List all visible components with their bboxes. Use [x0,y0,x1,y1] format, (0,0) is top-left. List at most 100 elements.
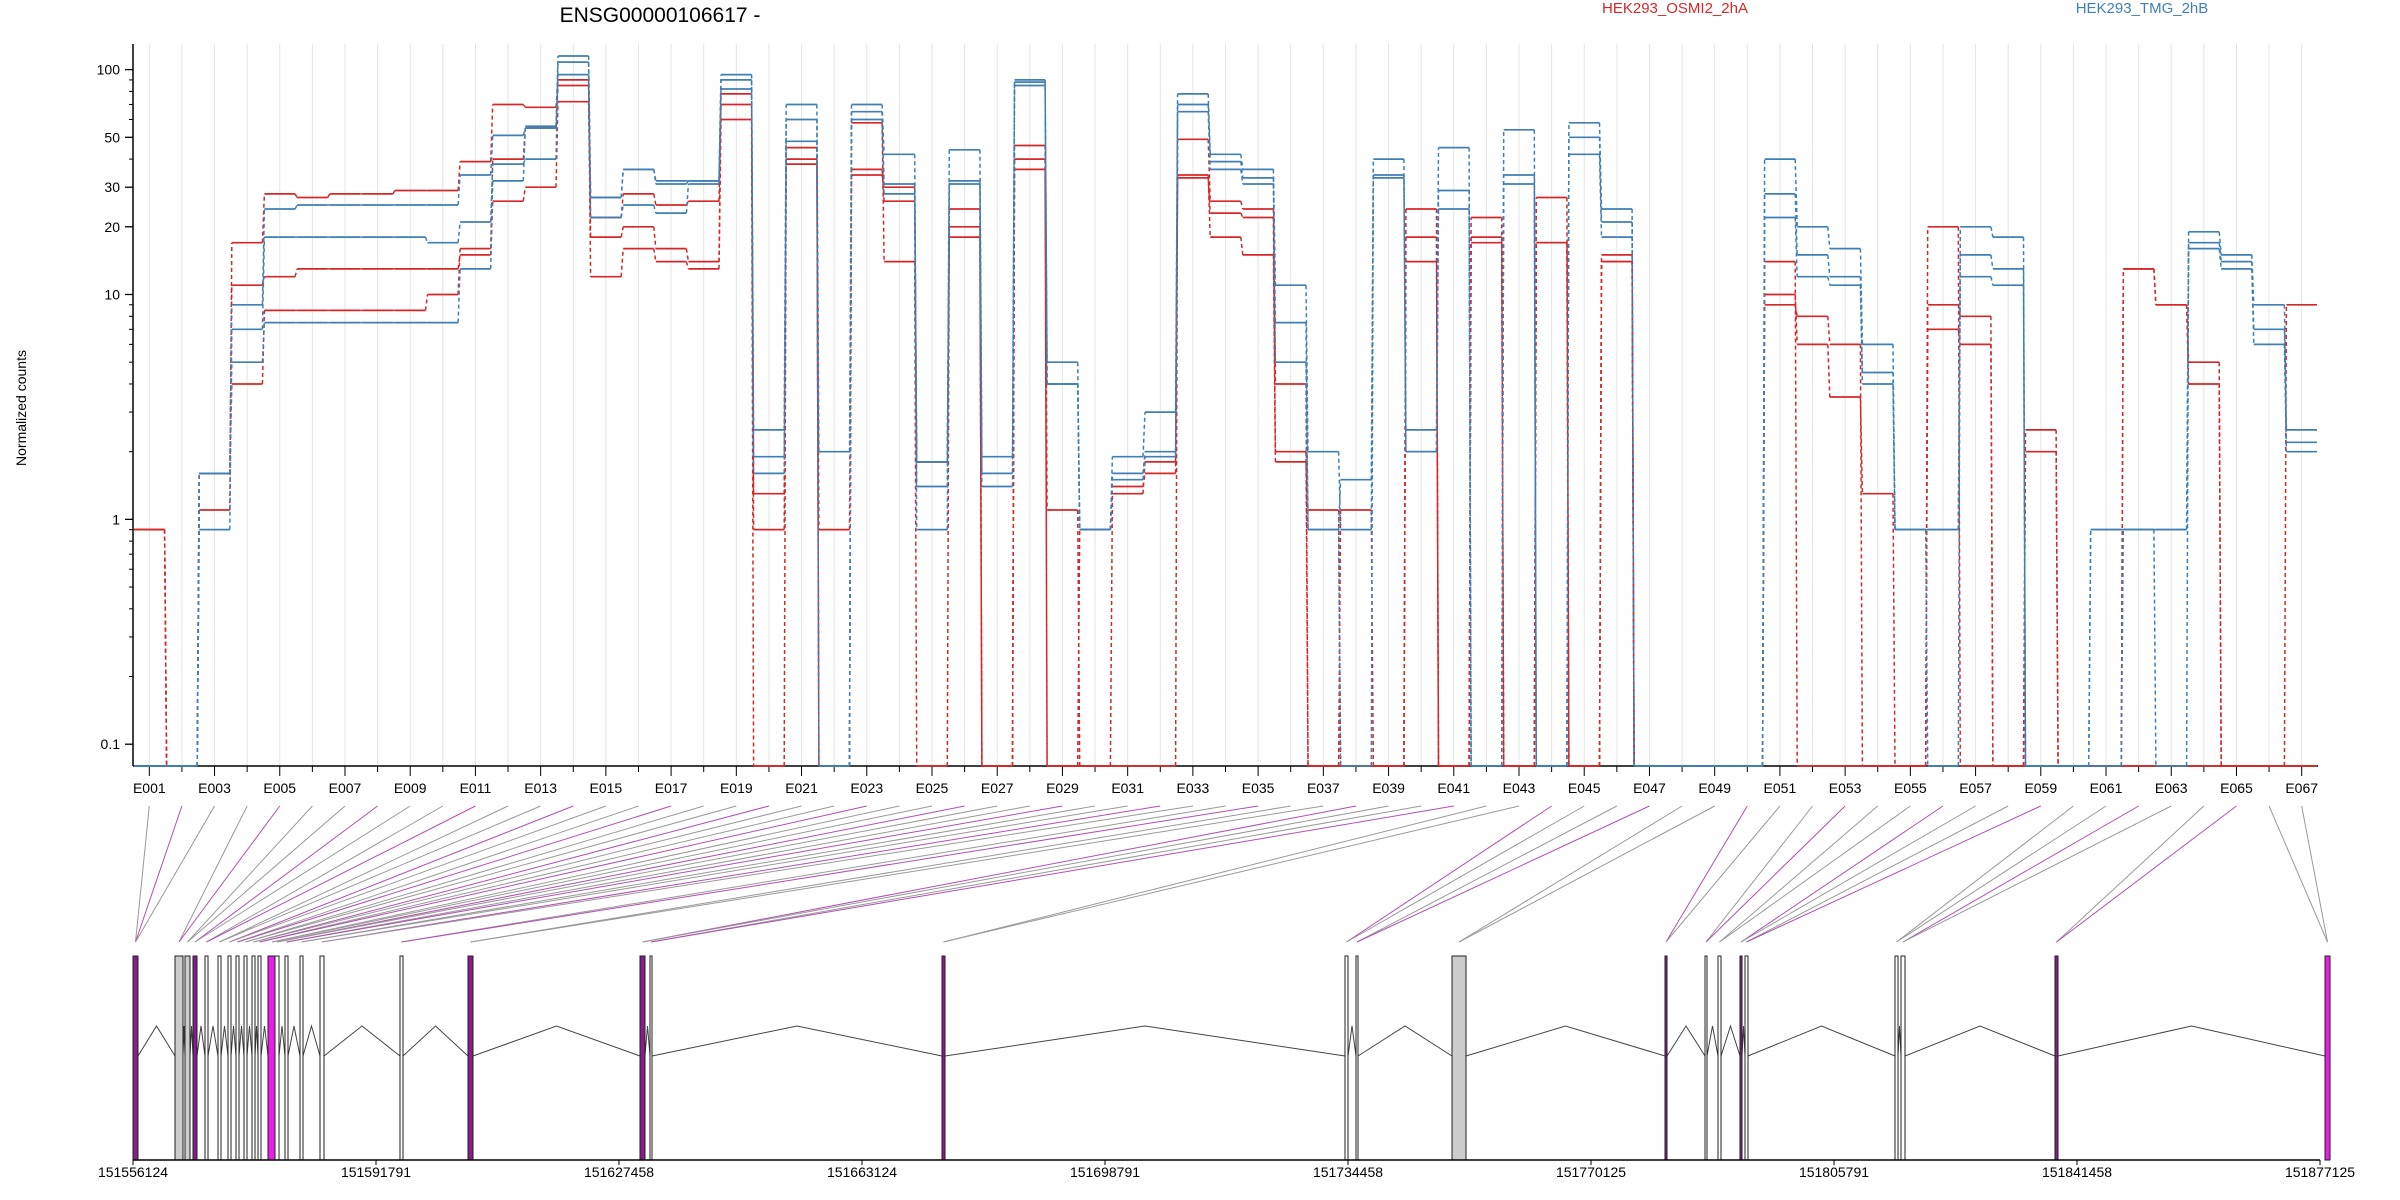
exon-block [649,955,653,1161]
exon-connector [401,805,1226,943]
exon-connector [470,805,1324,943]
genome-tick-label: 151627458 [584,1164,654,1180]
intron [246,1025,253,1057]
intron [944,1025,1346,1057]
genome-tick-label: 151734458 [1313,1164,1383,1180]
intron [651,1025,943,1057]
exon-block [941,955,946,1161]
intron [1465,1025,1666,1057]
exon-connector [178,805,281,943]
genome-tick-label: 151841458 [2042,1164,2112,1180]
exon-tick-label: E023 [850,780,883,796]
intron [220,1025,229,1057]
exon-connector [1902,805,2172,943]
exon-tick-label: E067 [2285,780,2318,796]
exon-connector [1356,805,1618,943]
intron [287,1025,301,1057]
genome-tick-label: 151698791 [1070,1164,1140,1180]
intron [1347,1025,1357,1057]
exon-tick-label: E059 [2024,780,2057,796]
series-connector [164,74,2288,767]
exon-connector [1665,805,1781,943]
intron [1720,1024,1741,1057]
exon-connector [178,805,248,943]
exon-block [1739,955,1743,1161]
exon-tick-label: E027 [981,780,1014,796]
exon-connector [470,805,1291,943]
exon-tick-label: E049 [1698,780,1731,796]
y-tick-label: 0.1 [101,736,121,752]
exon-block [467,955,474,1161]
intron [1666,1025,1706,1057]
exon-block [1344,955,1349,1161]
exon-connector [2268,805,2328,943]
exon-tick-label: E061 [2090,780,2123,796]
exon-connector [650,805,1422,943]
intron [207,1025,219,1057]
exon-block [399,955,404,1161]
exon-tick-label: E033 [1177,780,1210,796]
exon-tick-label: E051 [1764,780,1797,796]
exon-tick-label: E017 [655,780,688,796]
exon-tick-label: E021 [785,780,818,796]
intron [137,1025,176,1057]
y-axis-label: Normalized counts [13,350,29,466]
exon-connector [943,805,1520,943]
exon-block [274,955,280,1161]
exon-connector [642,805,1389,943]
exon-block [243,955,248,1161]
exon-connector [321,805,1161,943]
exon-connector [1896,805,2074,943]
y-tick-label: 10 [104,286,120,302]
genome-tick-label: 151805791 [1799,1164,1869,1180]
exon-connector [219,805,541,943]
intron [278,1025,286,1057]
exon-tick-label: E025 [916,780,949,796]
exon-connector [271,805,900,943]
chart-title: ENSG00000106617 - [560,4,761,27]
exon-connector [194,805,411,943]
y-ticks: 0.1 1 10 20 30 50 100 [97,62,133,752]
exon-tick-label: E053 [1829,780,1862,796]
exon-connector [276,805,965,943]
genome-tick-label: 151556124 [98,1164,168,1180]
exon-connector [1746,805,2009,943]
exon-connector [271,805,933,943]
exon-tick-label: E063 [2155,780,2188,796]
exon-block [184,955,191,1161]
intron [1357,1025,1453,1057]
exon-tick-label: E037 [1307,780,1340,796]
intron [238,1025,245,1057]
exon-connector [1665,805,1748,943]
exon-block [1717,955,1722,1161]
exon-block [1744,955,1749,1161]
intron [2057,1025,2326,1057]
exon-connector [1719,805,1911,943]
exon-block [251,955,256,1161]
legend-entry-b: HEK293_TMG_2hB [2076,0,2209,17]
exon-connector [259,805,835,943]
gene-model [132,955,2331,1161]
exon-tick-label: E055 [1894,780,1927,796]
genome-tick-label: 151877125 [2285,1164,2355,1180]
exon-connector [245,805,737,943]
exon-connector [1902,805,2139,943]
vertical-grid [148,44,2303,766]
exon-connector [1346,805,1585,943]
intron [302,1024,321,1057]
exon-ticks: E001 E003 E005 E007 E009 E011 E013 E015 E017 E019… [133,766,2318,796]
intron [1706,1025,1719,1057]
series-line [134,73,2317,767]
exon-connector [237,805,639,943]
genome-tick-label: 151770125 [1556,1164,1626,1180]
exon-connector [1740,805,1976,943]
exon-tick-label: E065 [2220,780,2253,796]
exon-connector [135,805,215,943]
exon-block [639,955,646,1161]
intron [260,1025,269,1057]
exon-block [2054,955,2059,1161]
exon-block [1894,955,1899,1161]
y-tick-label: 1 [112,511,120,527]
exon-connector [229,805,607,943]
